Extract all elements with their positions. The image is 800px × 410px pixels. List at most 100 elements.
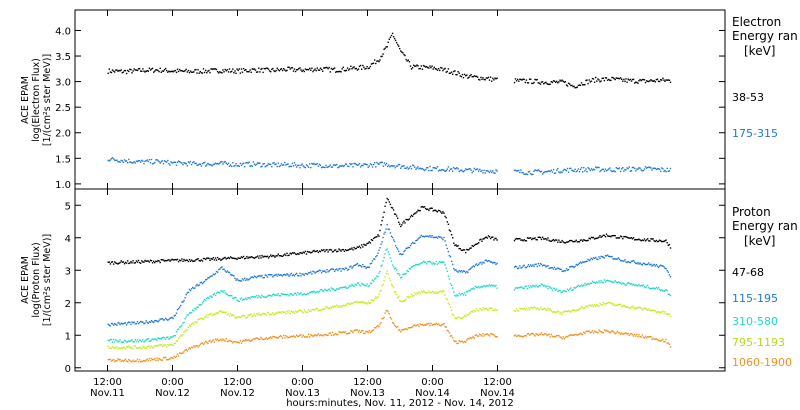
proton-point: [236, 341, 238, 344]
proton-point: [312, 291, 314, 293]
proton-point: [622, 305, 624, 308]
proton-point: [117, 322, 119, 324]
proton-point: [297, 291, 299, 294]
proton-point: [311, 291, 313, 293]
electron-point: [583, 167, 585, 169]
proton-ylabel-line-1: ACE EPAM: [20, 256, 31, 304]
electron-point: [580, 82, 583, 84]
proton-point: [368, 302, 370, 304]
proton-point: [415, 240, 417, 242]
proton-point: [214, 313, 217, 315]
electron-point: [624, 80, 626, 82]
electron-point: [237, 165, 239, 167]
electron-point: [447, 68, 450, 70]
electron-point: [110, 71, 113, 74]
axis-ticks: 1.01.52.02.53.03.54.001234512:00Nov.110:…: [55, 10, 725, 399]
electron-point: [449, 168, 452, 170]
proton-point: [345, 287, 348, 289]
proton-point: [489, 237, 492, 240]
proton-point: [244, 315, 246, 317]
proton-point: [193, 345, 195, 347]
proton-point: [663, 240, 665, 243]
proton-point: [521, 266, 523, 269]
proton-point: [601, 331, 603, 334]
proton-point: [559, 336, 561, 338]
proton-point: [419, 236, 421, 238]
proton-point: [515, 287, 518, 289]
proton-point: [667, 271, 669, 273]
electron-point: [585, 79, 587, 82]
electron-point: [577, 168, 580, 170]
proton-point: [397, 217, 399, 219]
electron-point: [641, 170, 643, 172]
electron-point: [175, 164, 178, 166]
electron-point: [254, 164, 257, 166]
proton-point: [528, 309, 531, 311]
electron-point: [432, 167, 434, 169]
electron-point: [611, 76, 613, 79]
proton-point: [614, 280, 616, 282]
proton-point: [277, 311, 279, 313]
proton-point: [669, 346, 672, 348]
xtick-time-label: 12:00: [93, 377, 122, 388]
electron-point: [590, 80, 593, 82]
proton-point: [115, 339, 117, 341]
proton-point: [108, 358, 110, 361]
electron-point: [552, 168, 555, 171]
proton-point: [278, 295, 281, 297]
proton-point: [628, 334, 630, 337]
proton-point: [115, 360, 117, 362]
electron-point: [154, 70, 156, 72]
proton-point: [181, 324, 183, 326]
proton-point: [578, 241, 581, 243]
proton-point: [574, 333, 576, 336]
proton-point: [530, 264, 532, 266]
proton-point: [517, 335, 519, 337]
proton-point: [634, 308, 636, 310]
proton-point: [439, 290, 441, 293]
electron-point: [107, 159, 109, 162]
proton-point: [195, 285, 197, 287]
proton-point: [351, 283, 353, 286]
proton-point: [459, 248, 461, 250]
proton-point: [636, 239, 638, 241]
proton-point: [395, 247, 398, 249]
proton-point: [602, 301, 604, 304]
proton-point: [155, 338, 157, 341]
proton-point: [523, 307, 525, 310]
proton-point: [588, 330, 590, 332]
proton-point: [198, 304, 200, 306]
electron-point: [369, 163, 372, 165]
proton-point: [557, 310, 559, 312]
proton-point: [445, 297, 447, 300]
electron-point: [290, 165, 292, 168]
electron-point: [496, 77, 498, 79]
proton-point: [546, 309, 548, 311]
proton-point: [112, 263, 115, 265]
proton-point: [363, 301, 365, 303]
proton-point: [331, 268, 334, 270]
proton-point: [640, 307, 642, 309]
proton-point: [374, 278, 376, 280]
proton-point: [280, 274, 283, 276]
proton-point: [606, 235, 609, 237]
proton-point: [641, 264, 643, 266]
proton-point: [274, 274, 276, 276]
proton-point: [245, 317, 247, 319]
proton-point: [240, 256, 243, 258]
electron-point: [486, 77, 489, 79]
proton-point: [288, 275, 290, 277]
electron-point: [244, 166, 246, 168]
electron-point: [448, 72, 451, 74]
proton-point: [148, 321, 151, 323]
electron-point: [238, 165, 240, 167]
electron-point: [123, 69, 126, 72]
electron-point: [137, 160, 140, 162]
proton-point: [550, 267, 552, 269]
proton-point: [446, 329, 448, 332]
electron-point: [353, 66, 355, 68]
electron-point: [297, 164, 299, 167]
proton-point: [362, 330, 364, 332]
proton-point: [320, 334, 323, 336]
electron-point: [336, 163, 338, 166]
